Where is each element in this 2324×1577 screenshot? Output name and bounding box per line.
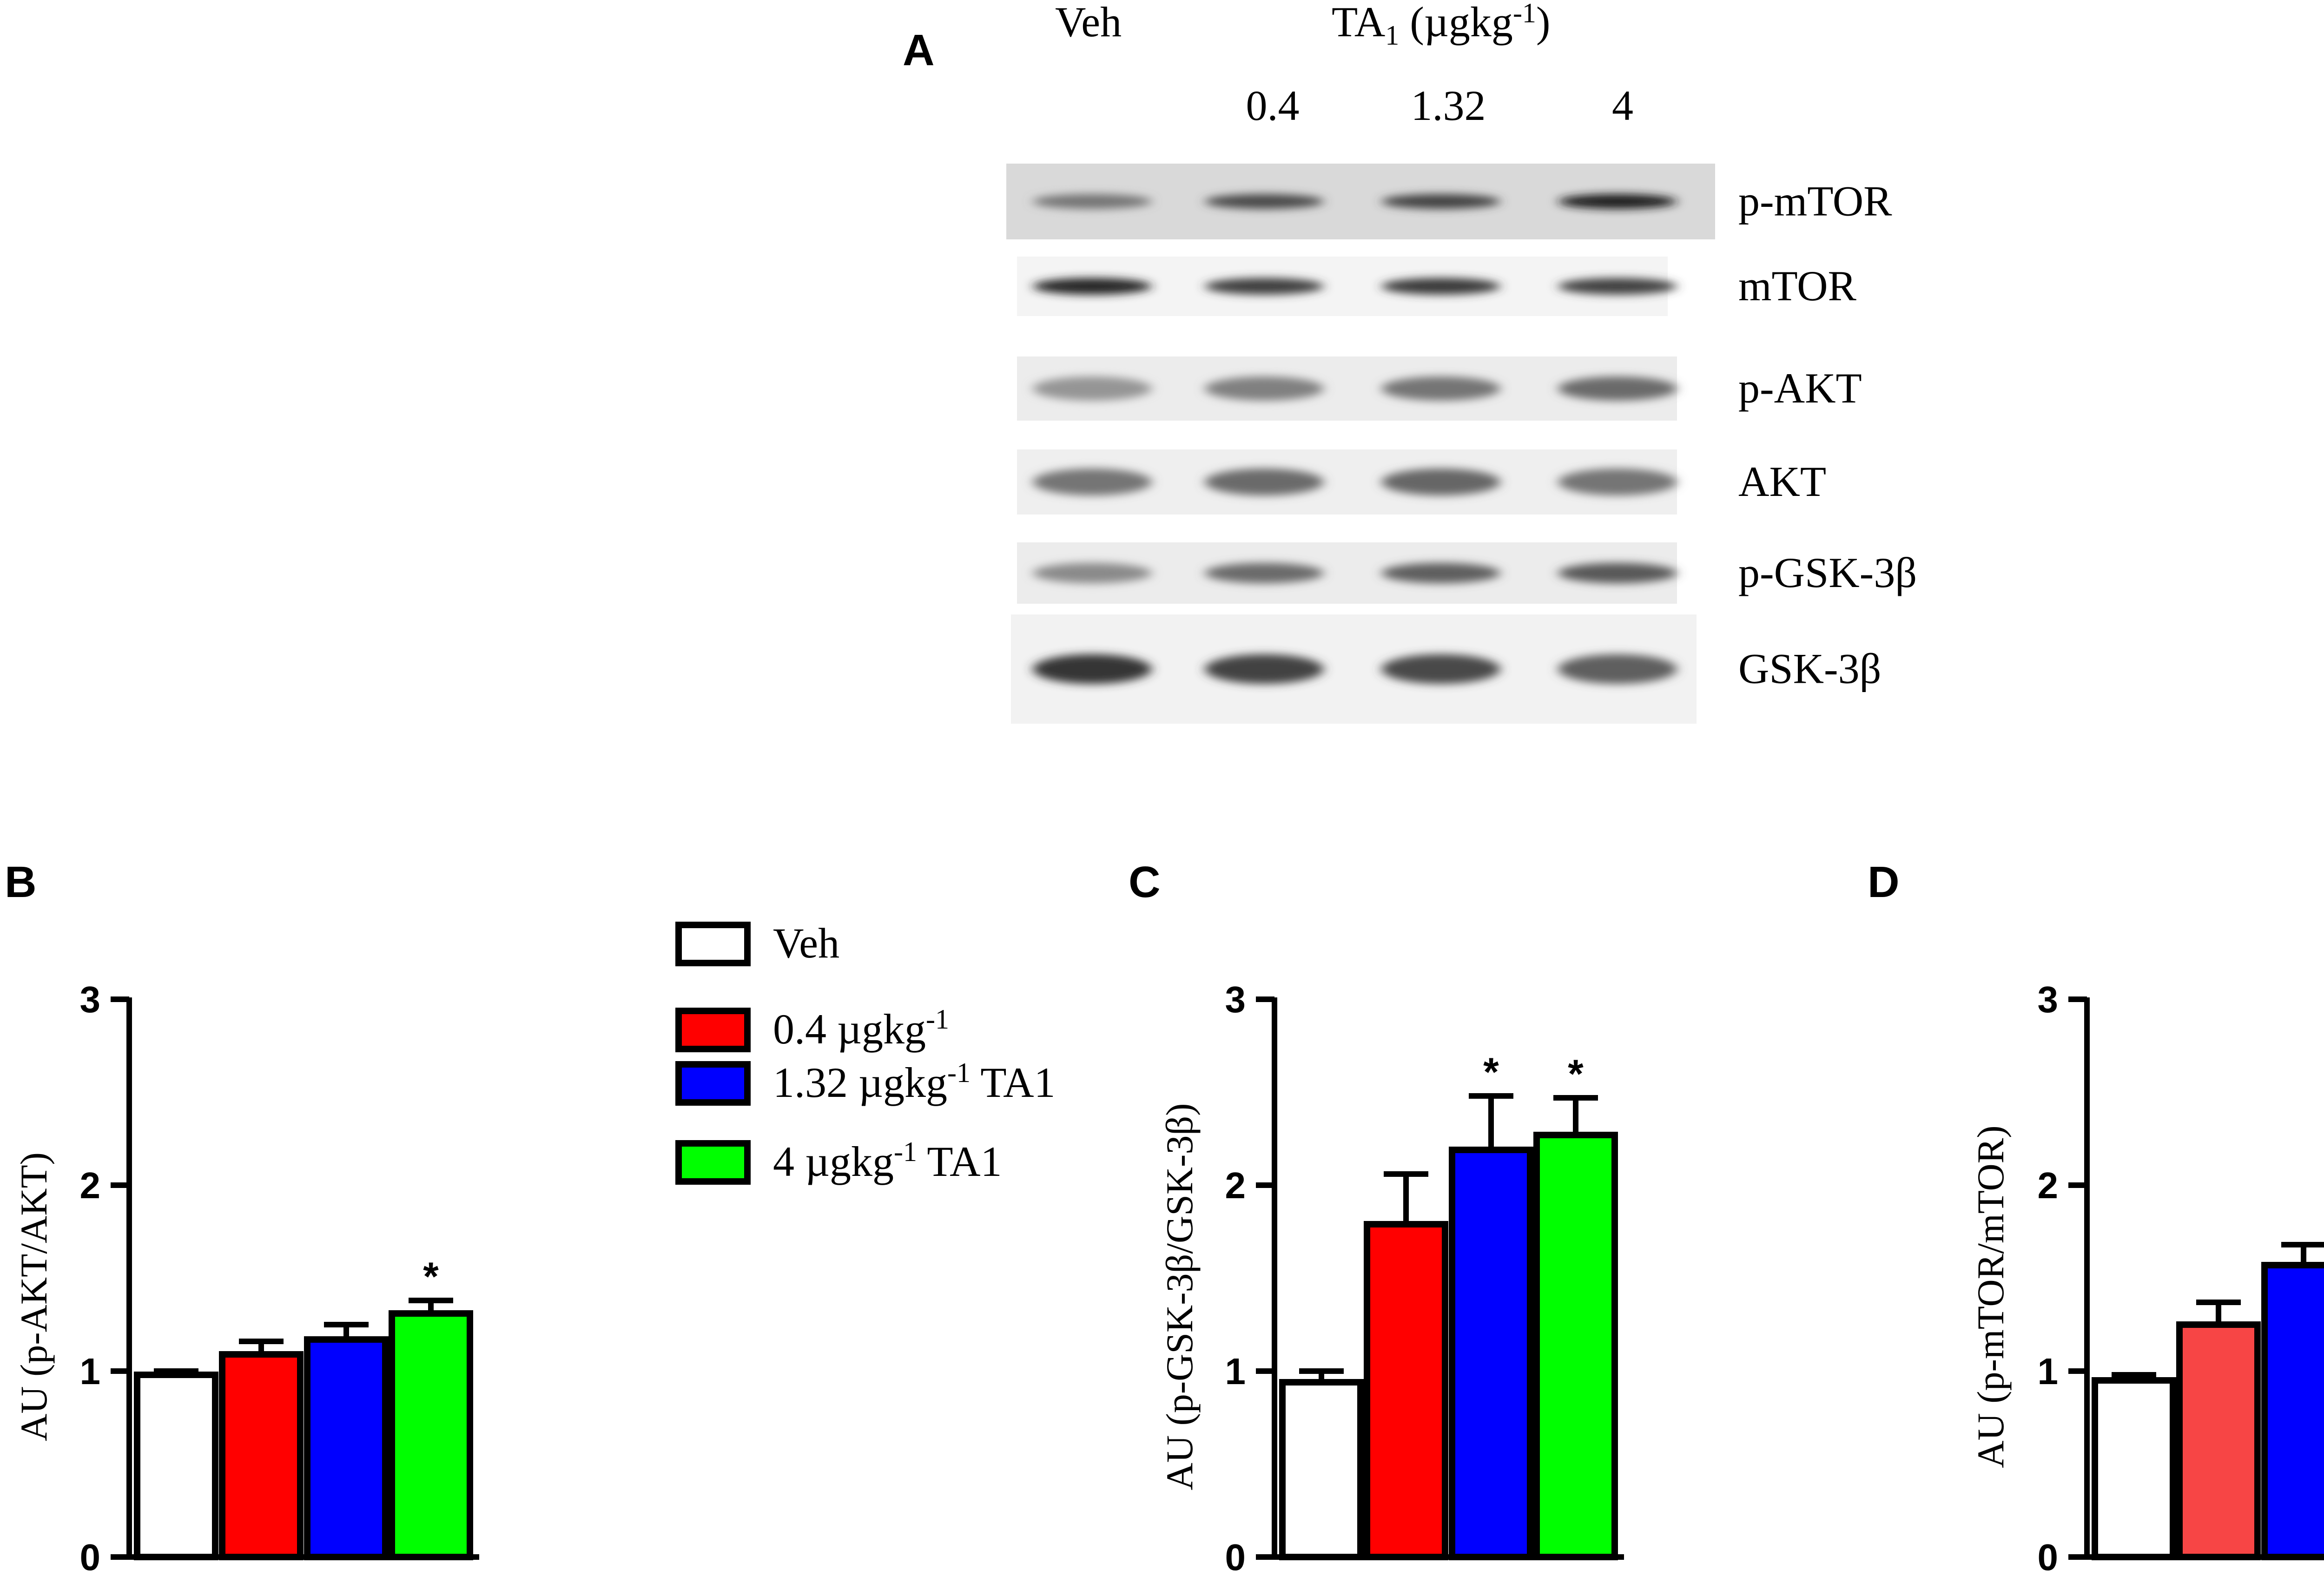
significance-marker: *: [423, 1254, 439, 1299]
blot-band: [1205, 563, 1324, 583]
y-tick-label: 0: [2038, 1537, 2059, 1577]
blot-band: [1033, 468, 1152, 495]
bar: [2092, 1377, 2176, 1560]
legend-swatch: [675, 1008, 751, 1052]
bar: [1364, 1221, 1448, 1560]
y-tick-label: 2: [2038, 1165, 2059, 1206]
bar: [1533, 1132, 1618, 1560]
y-tick-label: 2: [1225, 1165, 1246, 1206]
treatment-header: TA1 (µgkg-1): [1332, 0, 1551, 51]
significance-marker: *: [1483, 1050, 1499, 1095]
dose-label: 4: [1612, 82, 1633, 129]
y-tick-label: 1: [80, 1351, 101, 1392]
bar: [389, 1310, 473, 1560]
bar: [2176, 1321, 2261, 1560]
legend-item: 4 µgkg-1 TA1: [675, 1136, 1002, 1185]
blot-band: [1558, 654, 1677, 684]
y-tick-label: 1: [2038, 1351, 2059, 1392]
blot-band: [1033, 194, 1152, 209]
blot-row: p-GSK-3β: [1017, 542, 1917, 604]
band-label: GSK-3β: [1738, 645, 1882, 693]
blot-band: [1381, 194, 1500, 209]
panel-a-label: A: [903, 26, 935, 75]
blot-band: [1558, 376, 1677, 401]
dose-labels: 0.4 1.32 4: [1246, 82, 1634, 129]
blot-band: [1558, 563, 1677, 583]
legend-label: 1.32 µgkg-1 TA1: [773, 1057, 1056, 1106]
bar: [134, 1372, 218, 1560]
bar: [219, 1351, 304, 1560]
y-tick-label: 0: [1225, 1537, 1246, 1577]
y-tick-label: 3: [80, 979, 101, 1020]
significance-marker: *: [1568, 1052, 1584, 1096]
y-tick-label: 3: [1225, 979, 1246, 1020]
blot-band: [1558, 278, 1677, 295]
legend-swatch: [675, 1061, 751, 1106]
legend-item: 0.4 µgkg-1: [675, 1004, 949, 1053]
panel-d-label: D: [1868, 858, 1900, 907]
y-axis-label: AU (p-GSK-3β/GSK-3β): [1158, 1103, 1201, 1491]
blot-band: [1033, 563, 1152, 583]
band-label: AKT: [1738, 458, 1826, 505]
legend-swatch: [675, 1140, 751, 1185]
blot-band: [1381, 563, 1500, 583]
y-axis-label: AU (p-AKT/AKT): [13, 1152, 55, 1441]
y-tick-label: 2: [80, 1165, 101, 1206]
legend: Veh 0.4 µgkg-11.32 µgkg-1 TA1 4 µgkg-1 TA1: [675, 919, 1056, 1185]
bar: [304, 1336, 389, 1560]
blot-band: [1205, 468, 1324, 495]
blot-band: [1381, 376, 1500, 401]
blot-band: [1205, 278, 1324, 295]
blot-band: [1033, 654, 1152, 684]
dose-label: 0.4: [1246, 82, 1300, 129]
band-label: mTOR: [1738, 262, 1857, 310]
bar: [2261, 1262, 2324, 1560]
legend-label: 0.4 µgkg-1: [773, 1004, 949, 1053]
panel-c-label: C: [1129, 858, 1161, 907]
blot-band: [1558, 194, 1677, 209]
blot-row: p-AKT: [1017, 356, 1862, 421]
blot-row: mTOR: [1017, 257, 1857, 316]
legend-swatch: [675, 922, 751, 966]
legend-item: Veh: [675, 919, 839, 967]
panel-b-label: B: [5, 858, 37, 907]
panel-c: C AU (p-GSK-3β/GSK-3β) 0 1 2 3 * *: [1129, 858, 1624, 1577]
y-tick-label: 1: [1225, 1351, 1246, 1392]
blot-band: [1033, 376, 1152, 401]
y-tick-label: 0: [80, 1537, 101, 1577]
legend-label: 4 µgkg-1 TA1: [773, 1136, 1002, 1185]
band-label: p-AKT: [1738, 364, 1862, 412]
blot-band: [1205, 376, 1324, 401]
bar: [1279, 1379, 1364, 1560]
band-label: p-mTOR: [1738, 178, 1892, 225]
y-tick-label: 3: [2038, 979, 2059, 1020]
bar: [1449, 1147, 1533, 1560]
panel-a: A Veh TA1 (µgkg-1) 0.4 1.32 4 p-mTORmTORp-…: [903, 0, 1917, 724]
dose-label: 1.32: [1411, 82, 1486, 129]
y-axis-label: AU (p-mTOR/mTOR): [1969, 1125, 2012, 1468]
veh-lane-label: Veh: [1055, 0, 1122, 46]
blot-row: GSK-3β: [1011, 614, 1882, 724]
blot-row: p-mTOR: [1006, 164, 1892, 239]
blot-band: [1205, 194, 1324, 209]
blot-band: [1558, 468, 1677, 495]
legend-item: 1.32 µgkg-1 TA1: [675, 1057, 1056, 1106]
panel-b: B AU (p-AKT/AKT) 0 1 2 3 *: [5, 858, 479, 1577]
band-label: p-GSK-3β: [1738, 549, 1917, 596]
blot-band: [1033, 278, 1152, 295]
blot-band: [1205, 654, 1324, 684]
blot-band: [1381, 468, 1500, 495]
legend-label: Veh: [773, 919, 839, 967]
blot-strips: p-mTOR mTOR p-AKT AKT p-GSK-3β GSK-3β: [1006, 164, 1917, 724]
blot-row: AKT: [1017, 449, 1826, 515]
blot-band: [1381, 278, 1500, 295]
blot-band: [1381, 654, 1500, 684]
